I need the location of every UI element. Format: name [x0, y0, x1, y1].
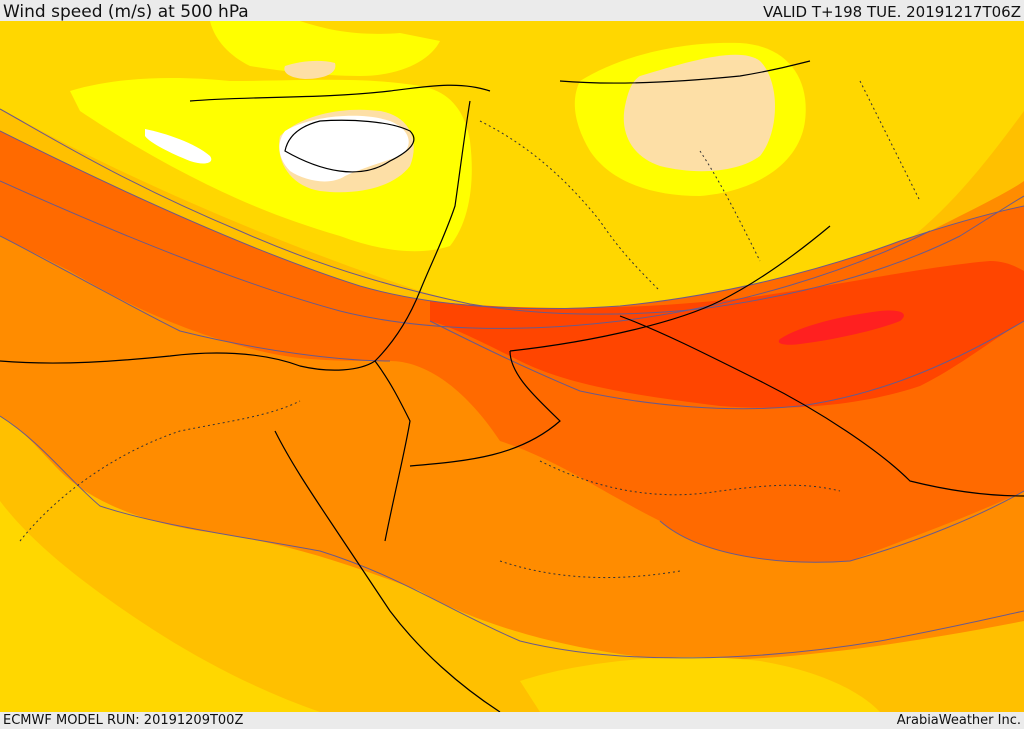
contour-lines — [0, 108, 1024, 659]
credit-label: ArabiaWeather Inc. — [896, 713, 1021, 728]
field-moderate-low-south — [0, 501, 320, 712]
footer-bar: ECMWF MODEL RUN: 20191209T00Z ArabiaWeat… — [0, 712, 1024, 729]
field-calm-west — [145, 129, 212, 164]
field-calm-central — [279, 115, 409, 182]
field-moderate-low-southeast — [520, 657, 880, 712]
coastlines — [0, 60, 1024, 712]
dotted-borders — [19, 80, 921, 579]
model-run-label: ECMWF MODEL RUN: 20191209T00Z — [3, 713, 244, 728]
field-very-light-small — [284, 60, 336, 79]
field-jet — [430, 261, 1024, 408]
valid-time-label: VALID T+198 TUE. 20191217T06Z — [763, 3, 1021, 21]
header-bar: Wind speed (m/s) at 500 hPa VALID T+198 … — [0, 0, 1024, 21]
field-jet-core — [778, 310, 904, 345]
wind-speed-map — [0, 21, 1024, 712]
map-title: Wind speed (m/s) at 500 hPa — [3, 2, 249, 22]
field-light-north — [210, 21, 440, 76]
field-very-light-east — [623, 54, 775, 172]
